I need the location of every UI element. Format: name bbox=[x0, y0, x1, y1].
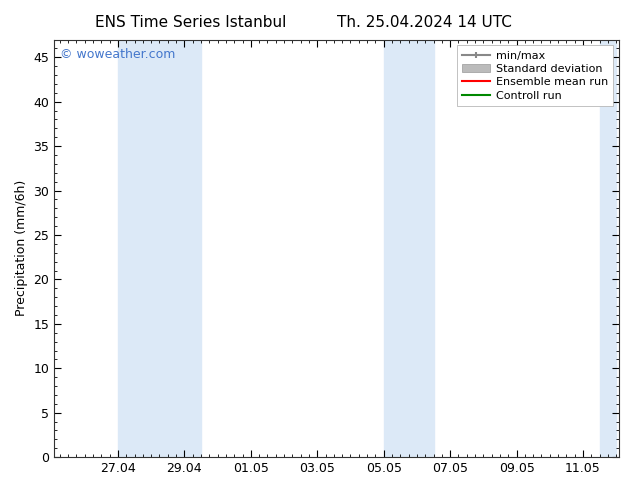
Text: © woweather.com: © woweather.com bbox=[60, 48, 176, 61]
Bar bbox=[118, 40, 184, 457]
Text: Th. 25.04.2024 14 UTC: Th. 25.04.2024 14 UTC bbox=[337, 15, 512, 30]
Text: ENS Time Series Istanbul: ENS Time Series Istanbul bbox=[94, 15, 286, 30]
Bar bbox=[600, 40, 616, 457]
Legend: min/max, Standard deviation, Ensemble mean run, Controll run: min/max, Standard deviation, Ensemble me… bbox=[456, 45, 614, 106]
Bar bbox=[384, 40, 417, 457]
Bar bbox=[184, 40, 201, 457]
Y-axis label: Precipitation (mm/6h): Precipitation (mm/6h) bbox=[15, 180, 28, 317]
Bar bbox=[417, 40, 434, 457]
